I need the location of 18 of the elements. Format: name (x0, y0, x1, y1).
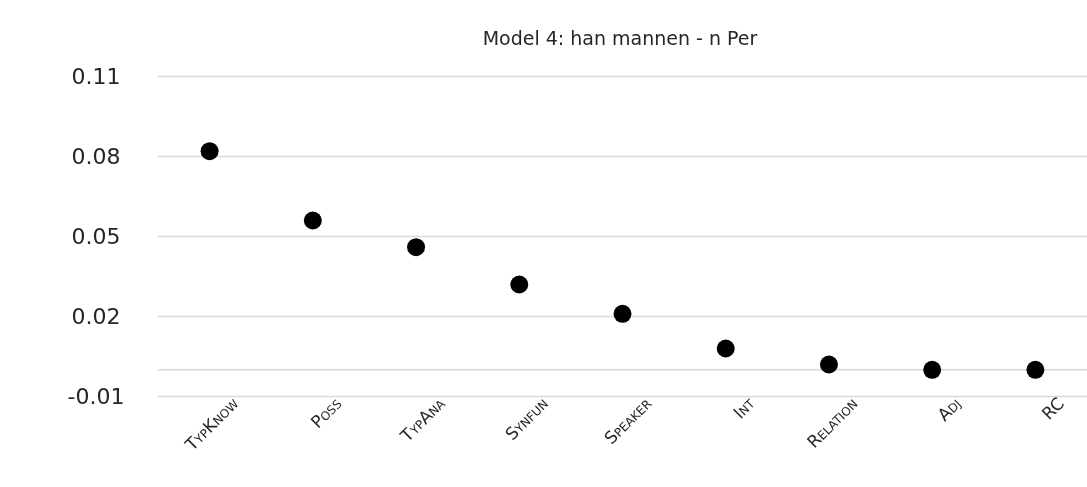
point (200, 142, 219, 161)
y-tick-label: 0.11 (71, 64, 121, 90)
y-tick-label: 0.02 (71, 304, 121, 330)
x-tick-label: Int (729, 392, 759, 423)
y-tick-label: 0.08 (71, 144, 121, 170)
point (716, 339, 735, 358)
y-tick-label: -0.01 (67, 384, 125, 410)
point (303, 211, 322, 230)
x-tick-label: Adj (933, 393, 965, 425)
point (819, 355, 838, 374)
point (510, 275, 529, 294)
point (1026, 360, 1045, 379)
point (923, 360, 942, 379)
chart-title: Model 4: han mannen - n Per (482, 27, 758, 49)
point (407, 238, 426, 257)
x-tick-label: RC (1037, 393, 1068, 424)
point (613, 304, 632, 323)
y-tick-label: 0.05 (71, 224, 121, 250)
